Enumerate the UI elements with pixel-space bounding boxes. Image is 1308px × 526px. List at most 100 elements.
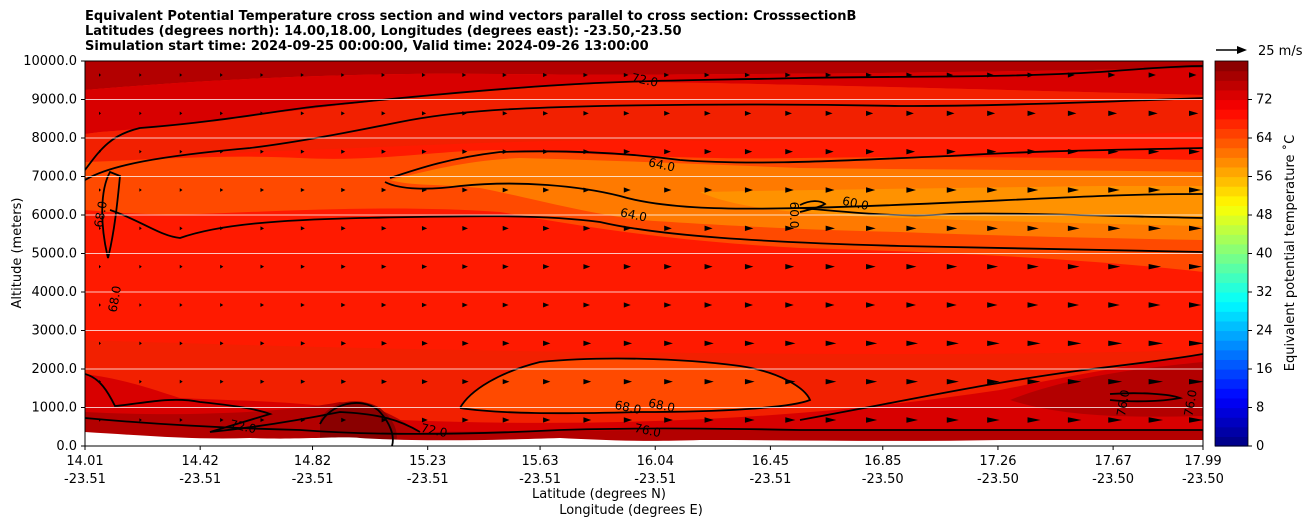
wind-vector [987,263,999,270]
wind-vector [341,111,345,116]
wind-vector [825,72,832,78]
wind-vector [825,417,837,423]
wind-vector [1067,225,1080,232]
wind-vector [1148,417,1164,423]
colorbar-band [1215,176,1248,187]
wind-vector [623,264,632,270]
wind-vector [704,340,714,347]
wind-vector [906,225,917,232]
wind-vector [785,110,792,116]
wind-vector [987,225,999,232]
theta-e-band-lower-76-east [1010,362,1203,417]
wind-vector [1108,417,1123,423]
contour-72-east [799,353,1203,421]
wind-vector [1189,225,1202,232]
wind-vector [381,264,387,269]
colorbar-tick-label: 24 [1256,324,1273,339]
wind-vector [300,149,305,154]
wind-vector [1067,302,1080,308]
terrain-mask [85,432,1203,446]
colorbar-bands [1215,61,1248,447]
wind-vector [300,341,306,346]
wind-vector [946,225,958,232]
colorbar-band [1215,436,1248,447]
wind-vector [1027,378,1041,385]
x-tick-label-lon: -23.51 [179,472,221,487]
wind-vector [785,302,794,308]
wind-vector [1148,148,1160,155]
wind-vector [704,149,712,155]
wind-vector [664,72,670,78]
wind-vector [220,379,224,384]
x-tick-label-lat: 15.23 [409,454,446,469]
wind-vector [704,110,711,116]
wind-vector [260,303,265,307]
wind-vector [341,226,346,231]
wind-vector [1189,72,1197,78]
wind-vector [139,188,142,192]
wind-vector [462,340,469,346]
wind-vector [664,225,672,232]
wind-vector [623,378,633,385]
wind-vector [906,263,917,270]
wind-vector [260,226,265,231]
wind-vector [220,418,224,422]
wind-vector [99,341,101,346]
wind-vector [179,418,183,422]
wind-vector [341,341,347,346]
wind-vector [1189,187,1202,193]
x-axis-label-longitude: Longitude (degrees E) [559,503,703,518]
wind-vector [421,302,428,308]
colorbar-label: Equivalent potential temperature ˚C [1282,135,1298,371]
theta-e-band-upper-76 [85,61,1203,90]
wind-vector [704,263,713,270]
colorbar-band [1215,407,1248,418]
colorbar-band [1215,282,1248,293]
wind-vector [1108,378,1123,385]
wind-vector [664,302,672,308]
wind-vector [825,378,837,385]
colorbar-band [1215,138,1248,149]
contour-label: 76.0 [633,421,662,440]
chart-title-line-2: Latitudes (degrees north): 14.00,18.00, … [85,24,682,39]
x-tick-label-lat: 16.85 [864,454,901,469]
wind-reference-label: 25 m/s [1258,44,1303,59]
wind-vector [583,417,592,423]
wind-vector [583,264,591,270]
wind-vector [220,341,224,346]
colorbar-band [1215,272,1248,283]
colorbar-tick-label: 48 [1256,208,1273,223]
wind-vector [1148,72,1156,78]
wind-vector [825,263,835,270]
wind-vector [1189,378,1203,385]
wind-vector [1108,187,1120,193]
wind-vector [1027,225,1039,232]
wind-vector [1067,263,1080,270]
colorbar-tick-label: 8 [1256,401,1264,416]
wind-vector [583,187,591,193]
wind-vector [623,187,631,193]
wind-vector [1027,340,1041,347]
wind-vector [906,417,919,423]
colorbar-tick-label: 0 [1256,439,1264,454]
contour-label: 68.0 [613,398,642,417]
wind-vector [462,417,469,423]
wind-vector [744,417,755,423]
wind-vector [300,302,305,308]
wind-vector [421,340,428,346]
colorbar-band [1215,397,1248,409]
wind-vector [421,187,428,193]
contour-label: 72.0 [420,421,449,440]
wind-vector [260,341,265,346]
y-axis: 0.0 1000.0 2000.0 3000.0 4000.0 5000.0 6000.0 7… [23,54,85,454]
wind-vector [381,417,387,423]
wind-vector [179,188,183,192]
wind-vector [1108,225,1121,232]
wind-vector [381,302,387,308]
wind-vector [1148,302,1161,308]
colorbar-band [1215,99,1248,110]
x-tick-label-lat: 16.45 [752,454,789,469]
wind-vectors [99,72,1203,423]
wind-vector [300,111,305,116]
colorbar-band [1215,147,1248,158]
